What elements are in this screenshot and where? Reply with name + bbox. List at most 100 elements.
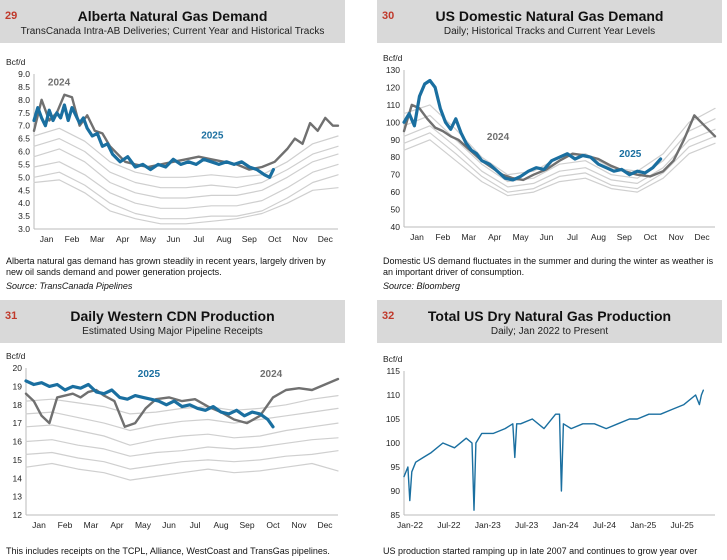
y-tick-label: 115 <box>386 366 400 376</box>
series-line-2025 <box>32 103 275 179</box>
panel-header: 31 Daily Western CDN Production Estimate… <box>0 300 345 343</box>
x-tick-label: Jan-23 <box>475 520 501 530</box>
panel-footnote: Alberta natural gas demand has grown ste… <box>6 256 326 277</box>
series-line-hist-2 <box>25 407 339 432</box>
x-tick-label: Jul-22 <box>437 520 460 530</box>
y-axis-label: Bcf/d <box>383 53 403 63</box>
series-line-hist-3 <box>25 422 339 446</box>
series-label-2025: 2025 <box>138 369 161 380</box>
y-tick-label: 13 <box>13 492 23 502</box>
series-line-hist-5 <box>33 171 339 220</box>
y-tick-label: 100 <box>386 438 400 448</box>
series-line-2024 <box>24 377 340 429</box>
series-line-hist-6 <box>33 179 339 225</box>
panel-title: Total US Dry Natural Gas Production <box>427 308 672 324</box>
x-tick-label: Jul <box>567 232 578 242</box>
panel-header: 29 Alberta Natural Gas Demand TransCanad… <box>0 0 345 43</box>
y-axis-label: Bcf/d <box>6 57 26 67</box>
y-tick-label: 12 <box>13 510 23 520</box>
series-label-2025: 2025 <box>201 131 224 142</box>
chart-panel-30: 30 US Domestic Natural Gas Demand Daily;… <box>377 0 722 295</box>
x-tick-label: Oct <box>266 520 280 530</box>
panel-footnote: This includes receipts on the TCPL, Alli… <box>6 546 330 556</box>
x-tick-label: Sep <box>242 234 257 244</box>
x-tick-label: Apr <box>116 234 129 244</box>
y-tick-label: 6.0 <box>18 147 30 157</box>
x-tick-label: Jun <box>162 520 176 530</box>
y-tick-label: 120 <box>386 82 400 92</box>
x-tick-label: Jul-25 <box>671 520 694 530</box>
x-tick-label: Sep <box>239 520 254 530</box>
y-tick-label: 90 <box>391 135 401 145</box>
series-line-2025 <box>402 78 663 182</box>
x-tick-label: Aug <box>213 520 228 530</box>
series-line-hist-6 <box>25 462 339 481</box>
y-tick-label: 3.0 <box>18 224 30 234</box>
x-tick-label: Mar <box>461 232 476 242</box>
series-line-hist-5 <box>25 450 339 470</box>
y-tick-label: 9.0 <box>18 69 30 79</box>
series-line-hist-4 <box>33 161 339 209</box>
panel-source: Source: TransCanada Pipelines <box>6 281 133 291</box>
y-tick-label: 110 <box>386 390 400 400</box>
x-tick-label: Oct <box>268 234 282 244</box>
y-tick-label: 8.0 <box>18 95 30 105</box>
x-tick-label: Nov <box>291 520 307 530</box>
y-tick-label: 20 <box>13 363 23 373</box>
y-tick-label: 110 <box>386 100 400 110</box>
x-tick-label: Jul-23 <box>515 520 538 530</box>
figure-number: 32 <box>382 310 395 322</box>
x-tick-label: Dec <box>694 232 710 242</box>
x-tick-label: Jan <box>32 520 46 530</box>
y-tick-label: 60 <box>391 187 401 197</box>
y-tick-label: 8.5 <box>18 82 30 92</box>
series-line-2024 <box>32 93 340 171</box>
y-tick-label: 18 <box>13 400 23 410</box>
y-tick-label: 4.5 <box>18 185 30 195</box>
x-tick-label: Dec <box>317 520 333 530</box>
x-tick-label: Apr <box>110 520 123 530</box>
x-tick-label: Jul <box>193 234 204 244</box>
y-tick-label: 70 <box>391 170 401 180</box>
x-tick-label: Jul-24 <box>593 520 616 530</box>
figure-number: 31 <box>5 310 18 322</box>
x-tick-label: Mar <box>84 520 99 530</box>
series-label-2024: 2024 <box>260 369 283 380</box>
panel-subtitle: Daily; Historical Tracks and Current Yea… <box>443 26 656 37</box>
y-tick-label: 19 <box>13 381 23 391</box>
x-tick-label: Jan <box>410 232 424 242</box>
series-label-2024: 2024 <box>48 78 71 89</box>
x-tick-label: May <box>135 520 152 530</box>
panel-header: 30 US Domestic Natural Gas Demand Daily;… <box>377 0 722 43</box>
series-line-2024 <box>402 103 717 182</box>
y-tick-label: 105 <box>386 414 400 424</box>
y-tick-label: 90 <box>391 486 401 496</box>
x-tick-label: Jan-24 <box>553 520 579 530</box>
x-tick-label: Sep <box>617 232 632 242</box>
x-tick-label: Apr <box>488 232 501 242</box>
series-line-hist-1 <box>25 394 339 415</box>
panel-subtitle: Daily; Jan 2022 to Present <box>490 326 609 337</box>
y-tick-label: 14 <box>13 473 23 483</box>
x-tick-label: Feb <box>436 232 451 242</box>
y-tick-label: 130 <box>386 65 400 75</box>
x-tick-label: May <box>513 232 530 242</box>
y-tick-label: 40 <box>391 222 401 232</box>
y-tick-label: 5.0 <box>18 172 30 182</box>
series-line-hist-1 <box>33 127 339 178</box>
series-line-hist-5 <box>403 139 716 197</box>
x-tick-label: Nov <box>669 232 685 242</box>
series-line-hist-3 <box>33 148 339 199</box>
y-tick-label: 7.0 <box>18 121 30 131</box>
x-tick-label: Dec <box>318 234 334 244</box>
y-tick-label: 85 <box>391 510 401 520</box>
panel-header: 32 Total US Dry Natural Gas Production D… <box>377 300 722 343</box>
x-tick-label: Jun <box>166 234 180 244</box>
y-tick-label: 50 <box>391 205 401 215</box>
x-tick-label: Feb <box>65 234 80 244</box>
y-tick-label: 80 <box>391 152 401 162</box>
series-line-hist-4 <box>25 437 339 457</box>
x-tick-label: Aug <box>591 232 606 242</box>
x-tick-label: Nov <box>292 234 308 244</box>
x-tick-label: Feb <box>58 520 73 530</box>
